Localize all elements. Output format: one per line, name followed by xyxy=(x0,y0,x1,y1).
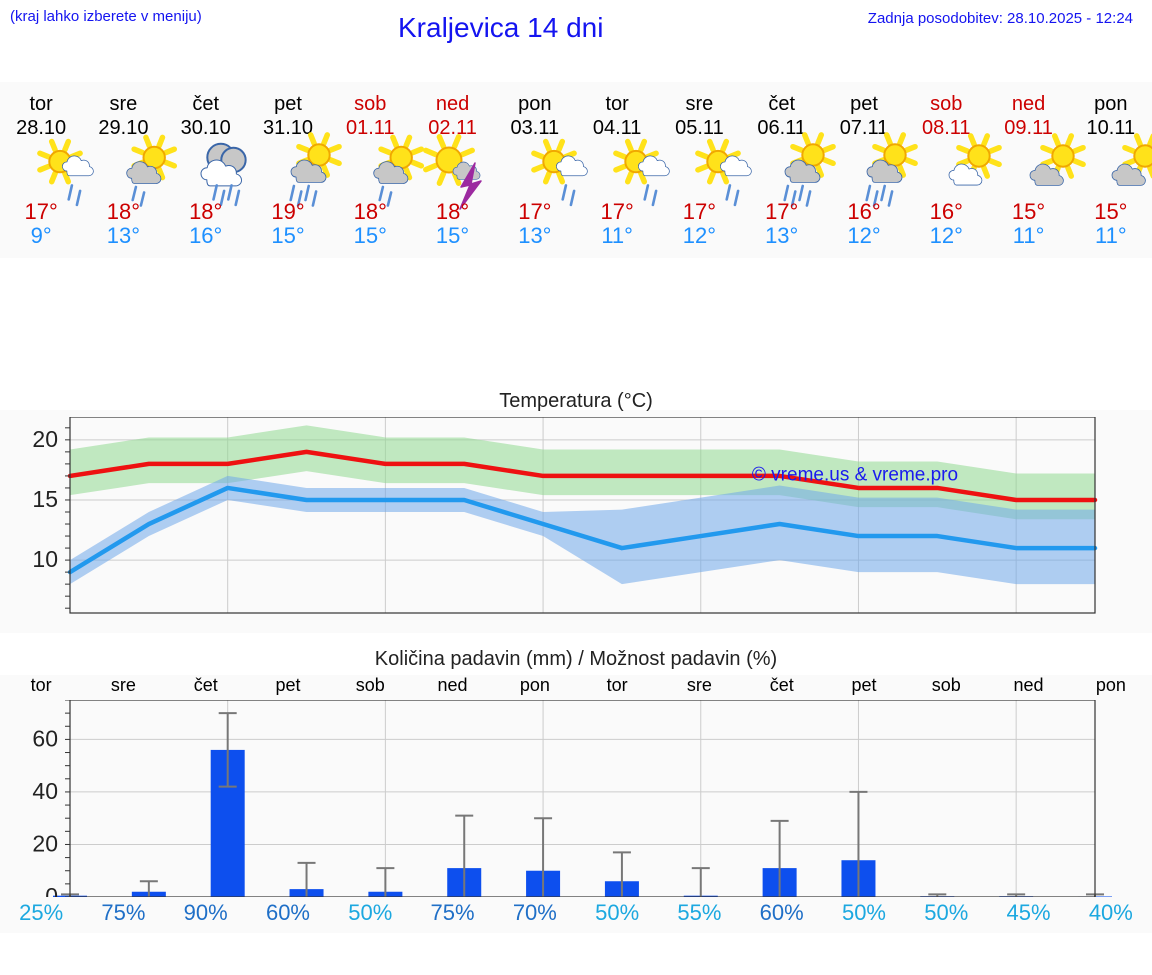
svg-text:0: 0 xyxy=(45,883,58,897)
svg-text:40: 40 xyxy=(32,778,58,804)
svg-text:10: 10 xyxy=(32,546,58,572)
svg-text:20: 20 xyxy=(32,830,58,856)
svg-text:15: 15 xyxy=(32,486,58,512)
svg-text:20: 20 xyxy=(32,426,58,452)
svg-text:60: 60 xyxy=(32,725,58,751)
svg-text:© vreme.us & vreme.pro: © vreme.us & vreme.pro xyxy=(752,465,958,486)
